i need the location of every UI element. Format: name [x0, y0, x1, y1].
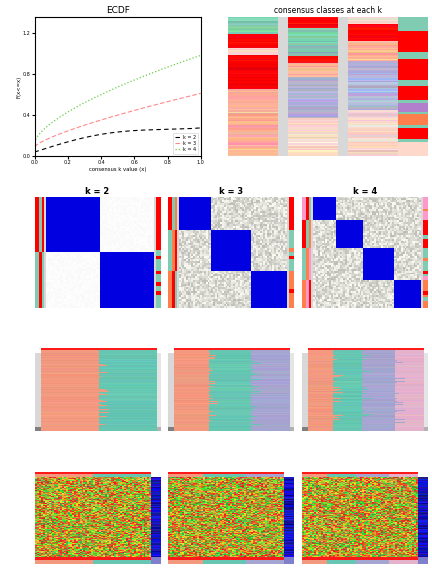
Title: k = 4: k = 4 — [353, 187, 377, 196]
Legend: k = 2, k = 3, k = 4: k = 2, k = 3, k = 4 — [173, 133, 198, 154]
Y-axis label: F(x<=x): F(x<=x) — [16, 75, 21, 98]
Title: k = 3: k = 3 — [219, 187, 243, 196]
Title: k = 2: k = 2 — [86, 187, 110, 196]
Y-axis label: consensus heatmap: consensus heatmap — [0, 252, 3, 322]
X-axis label: consensus k value (x): consensus k value (x) — [89, 166, 146, 172]
Title: ECDF: ECDF — [106, 6, 130, 15]
Title: consensus classes at each k: consensus classes at each k — [274, 6, 382, 15]
